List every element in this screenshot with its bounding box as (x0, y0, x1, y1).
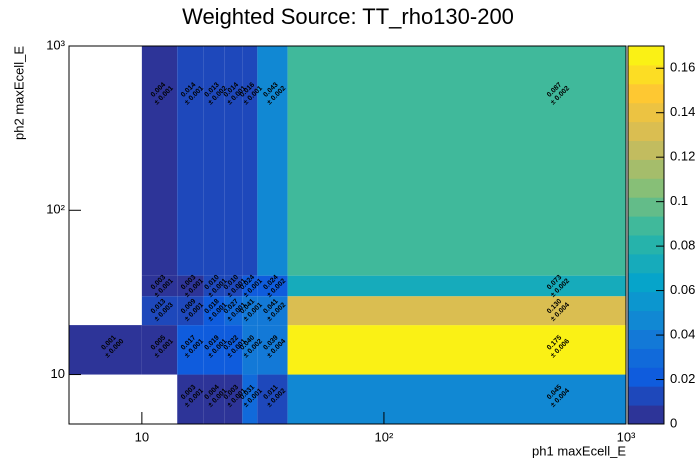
cell (287, 325, 626, 375)
cell (177, 325, 204, 375)
cell (257, 275, 288, 297)
x-axis-label: ph1 maxEcell_E (532, 443, 626, 458)
cell (203, 325, 225, 375)
colorbar-band (628, 102, 664, 123)
colorbar-band (628, 83, 664, 104)
cell (287, 374, 626, 424)
colorbar-band (628, 178, 664, 198)
colorbar-band (628, 348, 664, 368)
cell (287, 275, 626, 297)
cell (242, 325, 258, 375)
cell (203, 296, 225, 326)
colorbar-band (628, 367, 664, 387)
cell (257, 296, 288, 326)
cell (242, 296, 258, 326)
colorbar-band (628, 159, 664, 179)
cell (203, 46, 225, 276)
colorbar-tick-label: 0.04 (670, 326, 695, 341)
colorbar-tick-label: 0.02 (670, 371, 695, 386)
cell (69, 325, 142, 375)
colorbar-tick-label: 0.1 (670, 193, 688, 208)
colorbar-tick-label: 0 (670, 415, 677, 430)
cell (242, 46, 258, 276)
colorbar-tick-label: 0.12 (670, 149, 695, 164)
cell (257, 325, 288, 375)
colorbar-band (628, 46, 664, 66)
cell (257, 374, 288, 424)
y-axis-label: ph2 maxEcell_E (11, 46, 26, 140)
colorbar-band (628, 272, 664, 293)
colorbar-tick-label: 0.14 (670, 104, 695, 119)
cell (141, 325, 178, 375)
cell (203, 275, 225, 297)
colorbar-band (628, 386, 664, 406)
colorbar-tick-label: 0.16 (670, 60, 695, 75)
cell (224, 296, 243, 326)
y-tick-label: 10² (46, 202, 65, 217)
colorbar-band (628, 235, 664, 255)
colorbar-band (628, 197, 664, 217)
plot-frame (68, 45, 627, 425)
x-tick-label: 10³ (617, 429, 636, 444)
x-tick-label: 10 (135, 429, 149, 444)
colorbar-band (628, 291, 664, 312)
colorbar-frame (627, 45, 665, 425)
cell (257, 46, 288, 276)
cell (224, 325, 243, 375)
cell (224, 374, 243, 424)
cell (177, 275, 204, 297)
cell (224, 275, 243, 297)
colorbar-band (628, 405, 664, 425)
colorbar-band (628, 216, 664, 236)
colorbar-band (628, 310, 664, 330)
colorbar-tick-label: 0.08 (670, 238, 695, 253)
cell (287, 296, 626, 326)
cell (177, 374, 204, 424)
y-tick-label: 10³ (46, 37, 65, 52)
cell (177, 296, 204, 326)
cell (242, 374, 258, 424)
colorbar-band (628, 121, 664, 141)
colorbar-band (628, 253, 664, 274)
cell (287, 46, 626, 276)
cell (203, 374, 225, 424)
colorbar-band (628, 329, 664, 349)
colorbar-band (628, 140, 664, 160)
cell (224, 46, 243, 276)
colorbar-tick-label: 0.06 (670, 282, 695, 297)
cell (242, 275, 258, 297)
cell (177, 46, 204, 276)
cell (141, 275, 178, 297)
x-tick-label: 10² (375, 429, 394, 444)
cell (141, 296, 178, 326)
chart-title: Weighted Source: TT_rho130-200 (182, 4, 514, 29)
colorbar-band (628, 64, 664, 85)
y-tick-label: 10 (51, 366, 65, 381)
cell (141, 46, 178, 276)
cells (69, 46, 626, 424)
